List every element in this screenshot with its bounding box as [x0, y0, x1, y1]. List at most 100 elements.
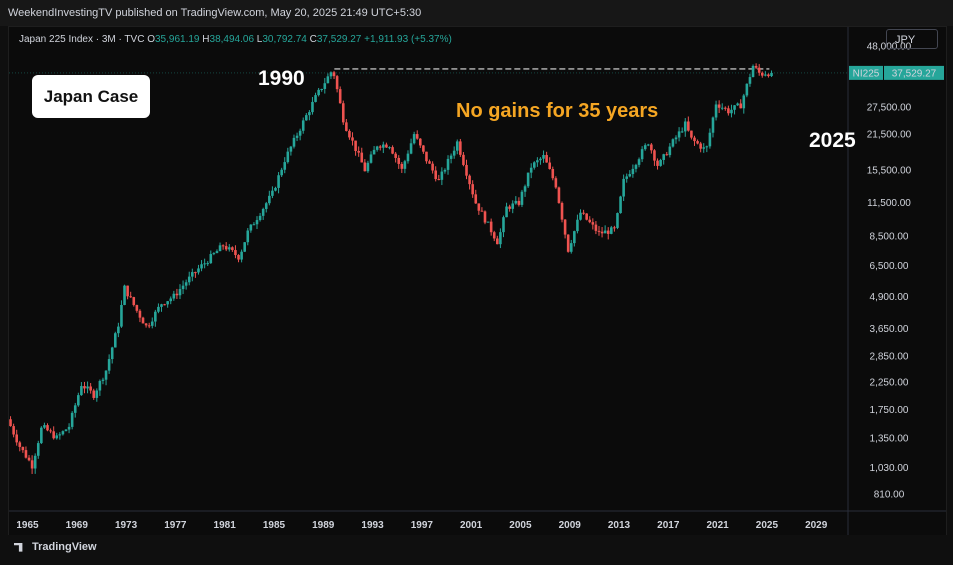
candle-body	[123, 285, 126, 305]
candle-body	[428, 161, 431, 164]
chart-area[interactable]: 48,000.00 27,500.00 21,500.00 15,500.00 11,5…	[8, 26, 947, 537]
candle-body	[234, 250, 237, 256]
candle-body	[415, 134, 419, 139]
candle-body	[511, 203, 515, 209]
candle-body	[181, 285, 185, 290]
candle-body	[12, 426, 15, 435]
candle-body	[160, 304, 163, 307]
candle-body	[665, 154, 669, 156]
candle-body	[443, 169, 447, 172]
candle-body	[643, 145, 647, 150]
candle-body	[585, 213, 588, 220]
candle-body	[292, 137, 296, 147]
candle-body	[760, 72, 764, 76]
candle-body	[372, 149, 376, 155]
candle-body	[89, 386, 92, 391]
candle-body	[576, 219, 579, 232]
candle-body	[606, 230, 610, 234]
candle-body	[640, 149, 644, 160]
candle-body	[166, 301, 169, 305]
candle-body	[357, 151, 360, 153]
price-tag-value-bg	[884, 65, 944, 80]
candle-body	[745, 83, 749, 96]
candle-body	[323, 83, 327, 89]
candle-body	[150, 321, 154, 326]
low-value: 30,792.74	[262, 34, 307, 45]
candle-body	[49, 430, 52, 432]
tradingview-logo[interactable]: TradingView	[14, 541, 97, 553]
candle-body	[132, 297, 136, 306]
candle-body	[505, 206, 508, 218]
candle-body	[298, 130, 302, 136]
candle-body	[699, 143, 702, 149]
candle-body	[514, 200, 518, 204]
candle-body	[418, 138, 422, 146]
candle-body	[563, 219, 567, 235]
candle-body	[767, 74, 770, 77]
candle-body	[271, 190, 274, 196]
candle-body	[693, 137, 696, 142]
candle-body	[705, 146, 709, 148]
candle-body	[391, 147, 394, 154]
candle-body	[83, 386, 86, 389]
candle-body	[264, 203, 268, 209]
candle-body	[283, 162, 287, 170]
candle-body	[622, 178, 625, 197]
candle-body	[400, 163, 404, 169]
candle-body	[209, 254, 213, 264]
candle-body	[147, 325, 151, 327]
x-tick-label: 2021	[706, 520, 729, 531]
candle-body	[24, 450, 28, 458]
candle-body	[674, 137, 678, 140]
close-label: C	[309, 34, 317, 45]
candle-body	[526, 172, 530, 187]
candle-body	[30, 460, 34, 469]
x-tick-label: 1965	[16, 520, 39, 531]
candle-body	[730, 109, 733, 114]
x-tick-label: 1977	[164, 520, 187, 531]
candle-body	[714, 104, 718, 118]
candle-body	[545, 155, 548, 163]
year-1990-annotation: 1990	[258, 67, 305, 90]
price-chart[interactable]: 48,000.00 27,500.00 21,500.00 15,500.00 11,5…	[9, 27, 946, 536]
candle-body	[600, 231, 604, 234]
candle-body	[129, 296, 132, 298]
candle-body	[184, 282, 188, 286]
candle-body	[683, 121, 687, 132]
candle-body	[696, 141, 699, 144]
candle-body	[554, 178, 558, 188]
candle-body	[492, 232, 496, 239]
candle-body	[489, 221, 493, 233]
year-2025-annotation: 2025	[809, 129, 856, 152]
candle-body	[409, 143, 413, 154]
candle-body	[378, 146, 382, 148]
candle-body	[40, 427, 43, 444]
candle-body	[406, 153, 410, 162]
candle-body	[662, 154, 665, 160]
y-tick-label: 2,250.00	[870, 377, 909, 388]
candle-body	[117, 326, 120, 334]
candle-body	[440, 171, 444, 180]
x-tick-label: 2009	[559, 520, 582, 531]
candle-body	[764, 74, 767, 76]
candle-body	[468, 175, 471, 185]
symbol-name: Japan 225 Index · 3M · TVC	[19, 34, 145, 45]
candle-body	[86, 386, 89, 389]
candle-body	[332, 72, 336, 77]
y-tick-label: 15,500.00	[867, 165, 912, 176]
candle-body	[748, 77, 752, 84]
candle-body	[43, 425, 46, 428]
candle-body	[742, 95, 746, 109]
candle-body	[566, 234, 570, 252]
high-label: H	[202, 34, 210, 45]
candle-body	[557, 187, 561, 203]
tradingview-icon	[14, 542, 23, 552]
candle-body	[338, 89, 342, 104]
candle-body	[637, 159, 641, 165]
candle-body	[548, 162, 551, 170]
candle-body	[101, 379, 105, 381]
candle-body	[529, 167, 533, 173]
candle-body	[249, 224, 253, 231]
currency-button[interactable]: JPY	[886, 29, 938, 49]
candle-body	[385, 144, 388, 148]
